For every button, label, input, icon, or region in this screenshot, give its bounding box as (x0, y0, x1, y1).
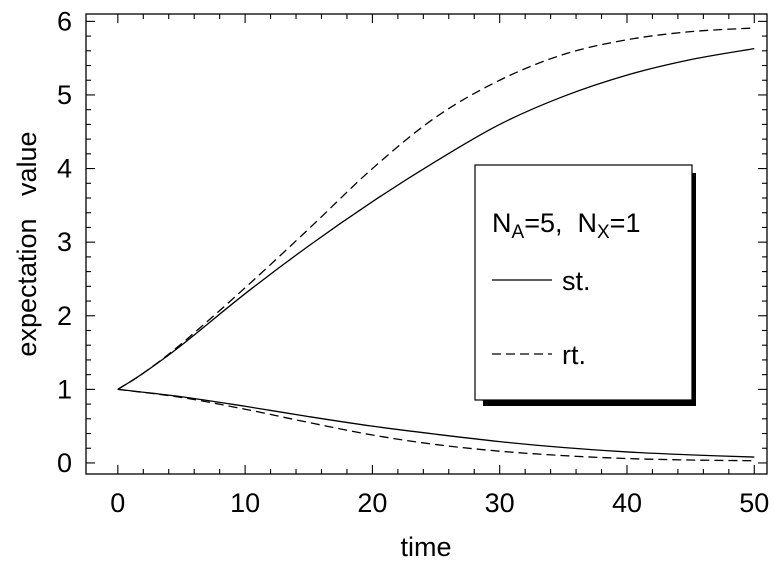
y-tick-label: 3 (57, 227, 72, 257)
legend-header-subscript: X (597, 222, 610, 243)
st-curve-0 (117, 47, 755, 390)
plot-frame (85, 13, 768, 475)
y-tick-label: 0 (57, 448, 72, 478)
axis-ticks (86, 14, 767, 474)
x-tick-label: 20 (357, 488, 387, 518)
rt-curve-3 (117, 388, 755, 462)
y-tick-label: 5 (57, 80, 72, 110)
legend-header: NA=5, NX=1 (492, 208, 640, 243)
legend-box (474, 164, 693, 401)
st-curve-2 (117, 388, 755, 458)
y-tick-label: 6 (57, 6, 72, 36)
y-tick-label: 1 (57, 374, 72, 404)
x-tick-label: 30 (485, 488, 515, 518)
x-tick-label: 10 (230, 488, 260, 518)
series-lines (117, 27, 755, 462)
legend-header-part: =1 (610, 208, 641, 238)
legend: NA=5, NX=1 st. rt. (474, 164, 696, 406)
x-tick-label: 50 (739, 488, 769, 518)
rt-curve-1 (117, 27, 755, 390)
legend-header-part: N (492, 208, 512, 238)
legend-label-st: st. (562, 266, 591, 296)
legend-header-subscript: A (512, 222, 525, 243)
x-axis-title: time (400, 532, 451, 562)
x-tick-label: 0 (110, 488, 125, 518)
y-tick-label: 4 (57, 154, 72, 184)
legend-label-rt: rt. (562, 340, 586, 370)
legend-header-part: =5, N (524, 208, 597, 238)
axis-tick-labels: 0 10 20 30 40 50 0 1 2 3 4 5 6 (57, 6, 769, 518)
x-tick-label: 40 (612, 488, 642, 518)
y-tick-label: 2 (57, 301, 72, 331)
y-axis-title: expectation value (12, 131, 42, 356)
